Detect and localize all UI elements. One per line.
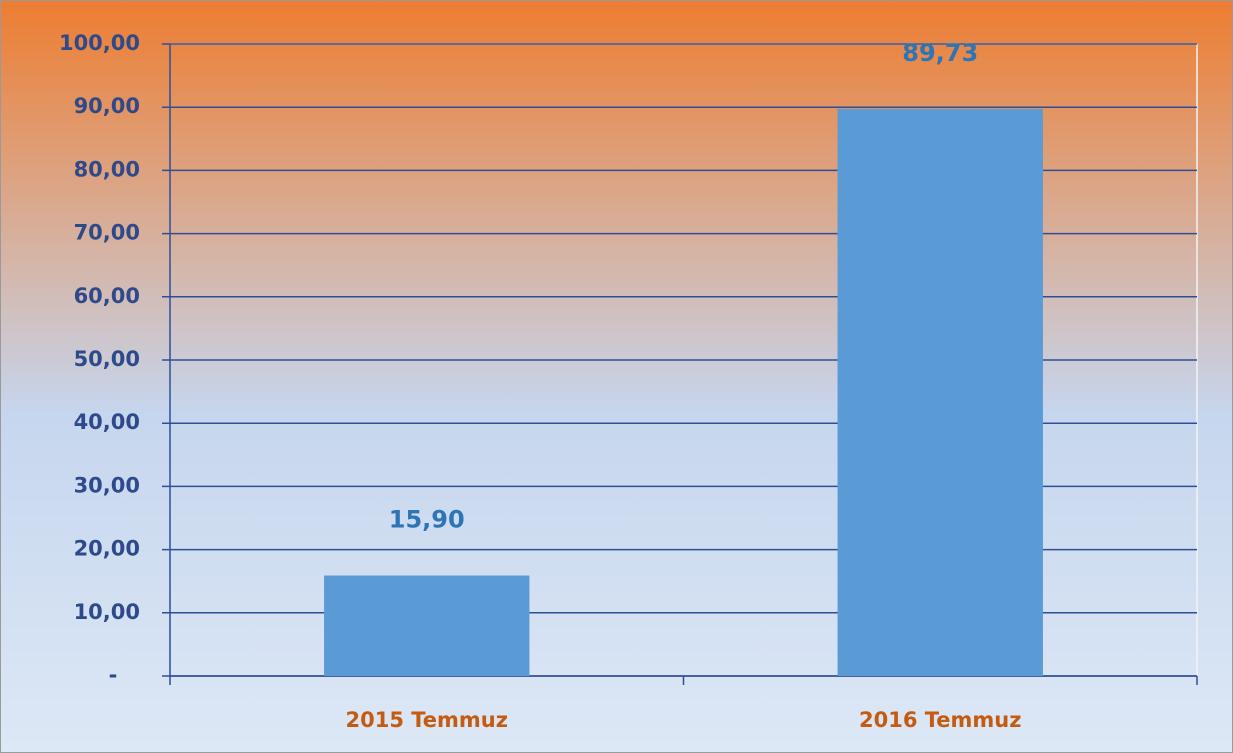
y-tick-label: 10,00 — [74, 600, 140, 624]
y-tick-label: 100,00 — [59, 31, 140, 55]
y-tick-label: 40,00 — [74, 410, 140, 434]
bar — [324, 575, 530, 676]
y-tick-label: 50,00 — [74, 347, 140, 371]
y-tick-label: 30,00 — [74, 473, 140, 497]
data-label: 15,90 — [389, 506, 465, 534]
y-tick-label: 70,00 — [74, 221, 140, 245]
y-tick-label: 90,00 — [74, 94, 140, 118]
y-tick-label: - — [109, 663, 118, 687]
y-tick-label: 80,00 — [74, 157, 140, 181]
y-tick-label: 20,00 — [74, 537, 140, 561]
y-tick-label: 60,00 — [74, 284, 140, 308]
bar — [837, 108, 1043, 677]
x-tick-label: 2016 Temmuz — [859, 708, 1021, 732]
x-tick-label: 2015 Temmuz — [346, 708, 508, 732]
data-label: 89,73 — [902, 39, 978, 67]
